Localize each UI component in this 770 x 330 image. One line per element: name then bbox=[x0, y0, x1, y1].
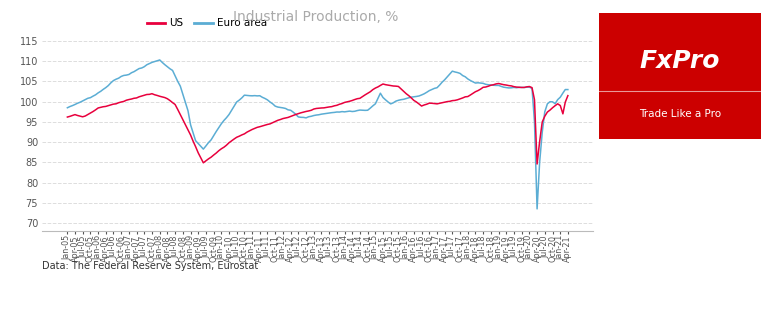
Text: Industrial Production, %: Industrial Production, % bbox=[233, 10, 398, 24]
Text: FxPro: FxPro bbox=[640, 49, 720, 73]
Text: Data: The Federal Reserve System, Eurostat: Data: The Federal Reserve System, Eurost… bbox=[42, 261, 259, 271]
Legend: US, Euro area: US, Euro area bbox=[146, 18, 267, 28]
Text: Trade Like a Pro: Trade Like a Pro bbox=[639, 109, 721, 118]
